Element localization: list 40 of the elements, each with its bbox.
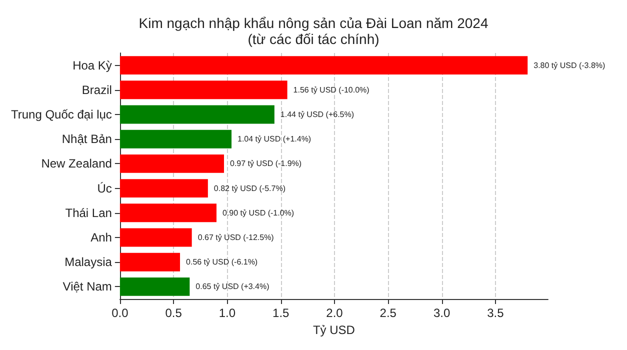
bar (120, 80, 288, 100)
x-tick-label: 3.5 (487, 306, 504, 320)
bar (120, 154, 224, 173)
x-tick-label: 1.5 (272, 306, 290, 320)
data-label: 0.65 tỷ USD (+3.4%) (196, 282, 270, 292)
y-tick-label: Malaysia (64, 255, 112, 270)
bar (120, 252, 180, 272)
bar (120, 105, 274, 124)
bar (120, 179, 208, 198)
y-tick-label: Thái Lan (65, 206, 112, 220)
data-label: 0.82 tỷ USD (-5.7%) (214, 184, 286, 193)
x-axis-title: Tỷ USD (312, 322, 356, 337)
data-label: 0.56 tỷ USD (-6.1%) (186, 258, 258, 267)
x-tick-label: 0.0 (112, 306, 129, 320)
data-label: 1.56 tỷ USD (-10.0%) (293, 85, 370, 94)
data-label: 1.04 tỷ USD (+1.4%) (238, 134, 312, 144)
data-label: 1.44 tỷ USD (+6.5%) (280, 110, 354, 119)
x-tick-label: 1.0 (218, 306, 236, 320)
y-tick-label: Nhật Bản (62, 132, 112, 146)
chart-title: Kim ngạch nhập khẩu nông sản của Đài Loan năm 2024 (từ các đối tác chính) (138, 15, 488, 47)
bar (120, 204, 216, 222)
bar (120, 56, 528, 75)
x-tick-label: 2.0 (326, 306, 344, 320)
x-tick-label: 2.5 (380, 306, 397, 320)
data-label: 0.90 tỷ USD (-1.0%) (222, 208, 294, 218)
bar (120, 277, 190, 296)
bar (120, 228, 192, 247)
y-tick-label: Úc (97, 181, 112, 196)
bar (120, 130, 232, 148)
x-tick-label: 0.5 (165, 306, 182, 320)
x-tick-label: 3.0 (433, 306, 450, 320)
y-tick-label: Hoa Kỳ (72, 58, 112, 72)
data-label: 3.80 tỷ USD (-3.8%) (534, 60, 606, 70)
y-tick-label: Việt Nam (62, 280, 112, 294)
y-tick-label: Trung Quốc đại lục (10, 108, 112, 122)
data-label: 0.67 tỷ USD (-12.5%) (198, 233, 274, 242)
data-label: 0.97 tỷ USD (-1.9%) (230, 159, 302, 168)
y-tick-label: New Zealand (41, 156, 112, 171)
y-tick-label: Anh (90, 230, 112, 244)
y-tick-label: Brazil (82, 82, 112, 97)
